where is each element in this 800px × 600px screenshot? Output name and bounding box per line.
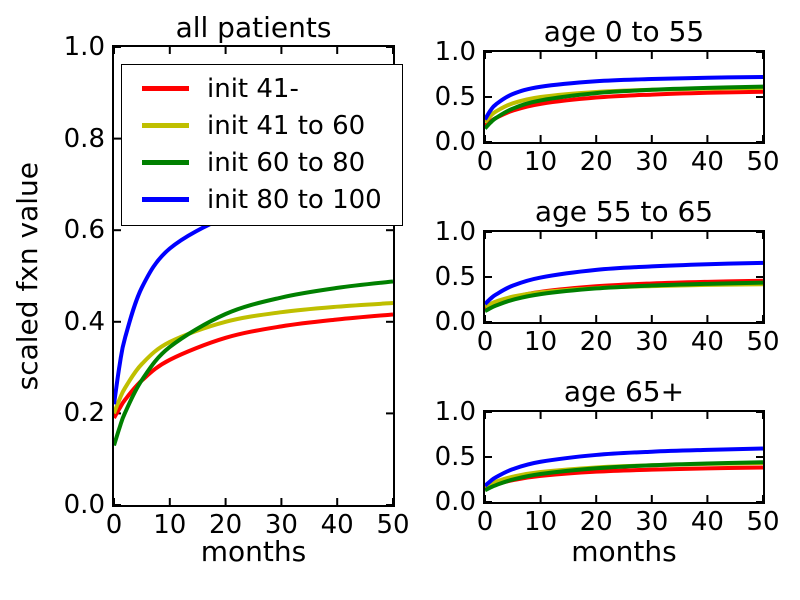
series-line-init-80-to-100 xyxy=(485,260,763,306)
x-tick-label: 10 xyxy=(524,147,558,177)
y-tick-label: 0.0 xyxy=(434,487,476,517)
x-tick-label: 20 xyxy=(579,147,613,177)
series-line-init-41- xyxy=(114,312,393,419)
series-line-init-41-to-60 xyxy=(114,301,393,415)
x-tick-label: 20 xyxy=(579,507,613,537)
y-tick-label: 0.4 xyxy=(63,306,105,337)
x-tick-label: 20 xyxy=(209,510,243,540)
x-tick-label: 10 xyxy=(524,507,558,537)
plot-title-age-55-65: age 55 to 65 xyxy=(534,195,714,228)
y-tick-label: 0.0 xyxy=(63,490,105,520)
x-tick-label: 50 xyxy=(746,327,780,357)
x-tick-label: 30 xyxy=(635,327,669,357)
x-tick-label: 50 xyxy=(376,510,410,540)
legend-row: init 41- xyxy=(142,70,402,107)
plot-title-age-65plus: age 65+ xyxy=(563,375,685,408)
y-tick-label: 0.8 xyxy=(63,123,105,154)
legend-line-blue-icon xyxy=(142,197,189,202)
x-tick-label: 10 xyxy=(524,327,558,357)
plot-title-all-patients: all patients xyxy=(175,11,332,44)
x-tick-label: 0 xyxy=(476,327,494,357)
legend-label: init 41- xyxy=(207,73,299,104)
plot-title-age-0-55: age 0 to 55 xyxy=(543,15,705,48)
plot-canvas xyxy=(485,412,763,502)
y-tick-label: 0.0 xyxy=(434,307,476,337)
plot-canvas xyxy=(485,52,763,142)
legend-label: init 41 to 60 xyxy=(207,110,366,141)
plot-canvas xyxy=(114,47,393,505)
legend-label: init 60 to 80 xyxy=(207,147,366,178)
x-tick-label: 10 xyxy=(153,510,187,540)
y-tick-label: 0.2 xyxy=(63,398,105,429)
y-tick-label: 1.0 xyxy=(434,217,476,247)
x-tick-label: 40 xyxy=(690,507,724,537)
y-axis-label: scaled fxn value xyxy=(4,45,50,507)
legend-row: init 41 to 60 xyxy=(142,107,402,144)
y-axis-label-text: scaled fxn value xyxy=(10,161,44,391)
legend-row: init 80 to 100 xyxy=(142,181,402,218)
legend-label: init 80 to 100 xyxy=(207,184,382,215)
x-tick-label: 40 xyxy=(690,147,724,177)
x-axis-label-left: months xyxy=(200,535,307,568)
y-tick-label: 0.5 xyxy=(434,82,476,112)
x-tick-label: 40 xyxy=(320,510,354,540)
axes-age-65plus: 0 10 20 30 40 50 0.0 0.5 1.0 xyxy=(435,399,780,535)
series-line-init-60-to-80 xyxy=(485,84,763,130)
series-line-init-41- xyxy=(485,89,763,128)
series-line-init-80-to-100 xyxy=(485,446,763,488)
series-line-init-80-to-100 xyxy=(485,75,763,121)
axes-age-0-55: 0 10 20 30 40 50 0.0 0.5 1.0 xyxy=(435,39,780,175)
y-tick-label: 0.5 xyxy=(434,442,476,472)
x-tick-label: 50 xyxy=(746,507,780,537)
series-line-init-60-to-80 xyxy=(114,279,393,447)
legend-row: init 60 to 80 xyxy=(142,144,402,181)
axes-all-patients: init 41- init 41 to 60 init 60 to 80 ini… xyxy=(64,34,410,538)
series-line-init-60-to-80 xyxy=(485,460,763,493)
x-tick-label: 30 xyxy=(635,507,669,537)
x-tick-label: 0 xyxy=(476,507,494,537)
legend-line-yellow-icon xyxy=(142,123,189,128)
y-tick-label: 0.6 xyxy=(63,215,105,246)
legend-line-green-icon xyxy=(142,160,189,165)
x-tick-label: 20 xyxy=(579,327,613,357)
y-tick-label: 0.0 xyxy=(434,127,476,157)
legend-line-red-icon xyxy=(142,86,189,91)
x-tick-label: 0 xyxy=(476,147,494,177)
axes-age-55-65: 0 10 20 30 40 50 0.0 0.5 1.0 xyxy=(435,219,780,355)
x-tick-label: 0 xyxy=(105,510,123,540)
y-tick-label: 0.5 xyxy=(434,262,476,292)
x-tick-label: 40 xyxy=(690,327,724,357)
series-line-init-60-to-80 xyxy=(485,280,763,313)
y-tick-label: 1.0 xyxy=(63,32,105,62)
x-axis-label-right: months xyxy=(571,535,677,568)
plot-canvas xyxy=(485,232,763,322)
y-tick-label: 1.0 xyxy=(434,397,476,427)
x-tick-label: 30 xyxy=(635,147,669,177)
x-tick-label: 30 xyxy=(264,510,298,540)
legend: init 41- init 41 to 60 init 60 to 80 ini… xyxy=(121,64,403,226)
y-tick-label: 1.0 xyxy=(434,37,476,67)
x-tick-label: 50 xyxy=(746,147,780,177)
